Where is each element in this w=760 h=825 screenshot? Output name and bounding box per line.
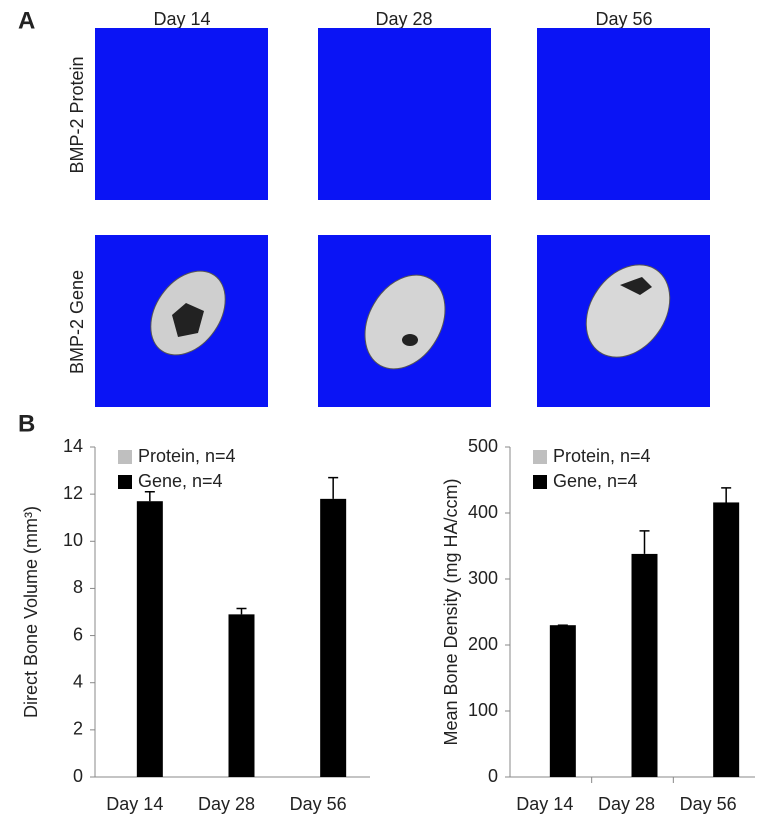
bar [136,501,163,777]
legend-label: Protein, n=4 [553,446,651,466]
bone-sample [364,274,446,370]
legend-swatch [118,450,132,464]
error-bar [328,476,339,499]
error-bar [639,530,650,554]
y-tick-label: 14 [63,436,83,456]
error-bar [721,487,732,503]
column-heading: Day 28 [375,9,432,29]
row-label: BMP-2 Protein [67,56,87,173]
micro-ct-images [95,28,710,407]
legend-label: Gene, n=4 [553,471,638,491]
legend-label: Gene, n=4 [138,471,223,491]
x-tick-label: Day 28 [198,794,255,814]
legend-swatch [118,475,132,489]
y-tick-label: 0 [488,766,498,786]
error-bar [236,607,247,615]
y-tick-label: 12 [63,483,83,503]
y-tick-label: 300 [468,568,498,588]
image [95,28,268,200]
y-tick-label: 400 [468,502,498,522]
column-heading: Day 56 [595,9,652,29]
panel-label: B [18,410,35,437]
y-tick-label: 2 [73,719,83,739]
bone-defect [620,277,652,295]
y-tick-label: 10 [63,530,83,550]
x-tick-label: Day 56 [290,794,347,814]
x-tick-label: Day 28 [598,794,655,814]
image [318,28,491,200]
y-tick-label: 0 [73,766,83,786]
column-heading: Day 14 [153,9,210,29]
y-tick-label: 500 [468,436,498,456]
x-tick-label: Day 14 [106,794,163,814]
y-tick-label: 200 [468,634,498,654]
bar [228,614,255,777]
panel-label: A [18,7,35,34]
y-axis-label: Mean Bone Density (mg HA/ccm) [441,478,461,745]
x-tick-label: Day 14 [516,794,573,814]
image [537,28,710,200]
row-label: BMP-2 Gene [67,270,87,374]
legend-swatch [533,450,547,464]
bar [713,502,740,777]
y-tick-label: 4 [73,671,83,691]
y-tick-label: 100 [468,700,498,720]
legend-swatch [533,475,547,489]
bar [320,498,347,777]
error-bar [144,491,155,502]
y-tick-label: 8 [73,577,83,597]
x-tick-label: Day 56 [680,794,737,814]
y-axis-label: Direct Bone Volume (mm³) [21,506,41,718]
bone-defect [172,303,204,337]
legend-label: Protein, n=4 [138,446,236,466]
bone-defect [402,334,418,346]
bar [631,553,658,777]
bar [549,625,576,777]
y-tick-label: 6 [73,624,83,644]
